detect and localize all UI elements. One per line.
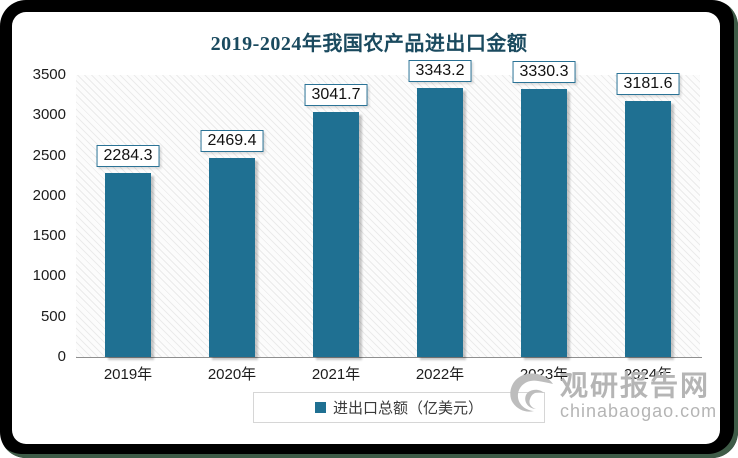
bar [313,111,359,357]
value-label: 2469.4 [200,130,264,153]
legend-label: 进出口总额（亿美元） [332,400,483,417]
x-tick-label: 2019年 [103,366,153,383]
value-label: 3181.6 [616,72,680,95]
bar [521,88,567,357]
y-tick-label: 1000 [32,267,66,285]
x-tick-label: 2024年 [623,366,673,383]
y-tick-label: 0 [57,348,66,365]
y-tick-label: 3000 [32,106,66,124]
legend-marker-square [314,402,326,413]
y-tick-label: 3500 [32,66,66,83]
value-label: 3041.7 [304,83,368,106]
bar [209,158,255,357]
legend: 进出口总额（亿美元） [253,392,545,423]
bar [625,100,671,357]
x-tick-label: 2022年 [415,366,465,383]
y-tick-label: 1500 [32,227,66,245]
x-axis-line [76,357,702,358]
y-tick-label: 500 [40,307,66,325]
plot-area [76,75,700,357]
x-tick-label: 2021年 [311,366,361,383]
value-label: 3330.3 [512,60,576,83]
value-label: 3343.2 [408,59,472,82]
bar [105,172,151,357]
y-tick-label: 2000 [32,186,66,204]
value-label: 2284.3 [96,144,160,167]
watermark-site-domain: chinabaogao.com [560,400,718,421]
bar [417,87,463,357]
x-tick-label: 2023年 [519,366,569,383]
chart-title: 2019-2024年我国农产品进出口金额 [210,33,528,55]
y-tick-label: 2500 [32,146,66,164]
x-tick-label: 2020年 [207,366,257,383]
